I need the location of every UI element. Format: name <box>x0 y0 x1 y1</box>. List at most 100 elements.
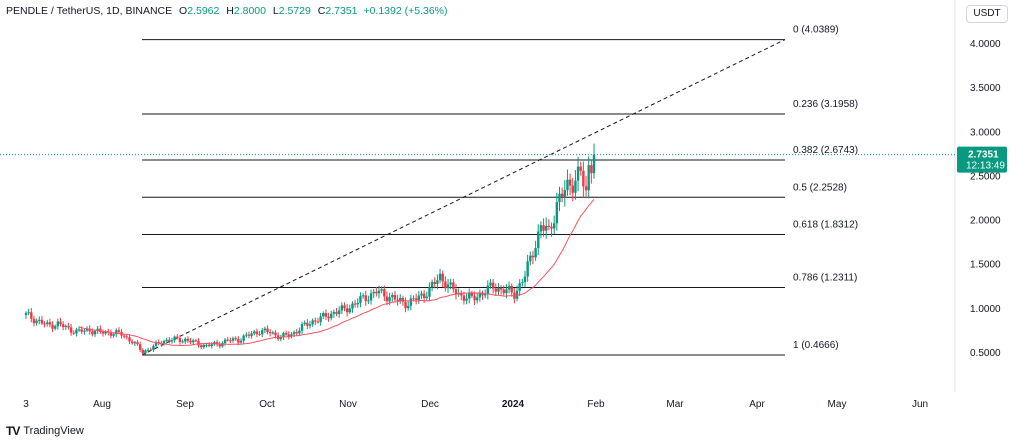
fib-level-label-0.236: 0.236 (3.1958) <box>793 99 858 110</box>
candle-body <box>83 330 86 332</box>
candle-body <box>412 298 415 300</box>
candle-body <box>521 282 524 284</box>
candle-body <box>48 322 52 325</box>
candle-body <box>364 295 367 302</box>
price-axis-tick: 4.0000 <box>970 39 1001 50</box>
time-axis-tick: May <box>828 399 847 410</box>
candle-body <box>136 342 139 345</box>
candle-body <box>162 341 166 345</box>
fib-level-label-0.382: 0.382 (2.6743) <box>793 145 858 156</box>
candle-body <box>576 166 580 181</box>
high-label: H <box>226 5 234 17</box>
last-price-value: 2.7351 <box>968 150 999 161</box>
candle-body <box>438 273 442 281</box>
price-axis-tick: 1.0000 <box>970 304 1001 315</box>
tradingview-logo-icon: TV <box>6 424 20 438</box>
candle-body <box>391 294 394 298</box>
candle-body <box>181 341 184 343</box>
candle-body <box>356 302 359 305</box>
candle-body <box>123 335 126 337</box>
candle-body <box>481 293 484 296</box>
candle-body <box>470 292 474 296</box>
candle-body <box>170 340 174 342</box>
candle-body <box>311 320 314 325</box>
tradingview-branding[interactable]: TV TradingView <box>6 424 84 438</box>
candle-body <box>351 303 354 309</box>
candle-body <box>308 324 312 326</box>
candle-body <box>502 289 505 294</box>
candle-body <box>168 339 171 342</box>
candle-body <box>499 287 503 290</box>
candle-body <box>319 316 322 322</box>
moving-average-layer <box>78 198 595 346</box>
candle-body <box>460 293 463 296</box>
candle-body <box>491 282 495 289</box>
candle-body <box>322 313 325 317</box>
candle-body <box>109 332 113 336</box>
fibonacci-retracement[interactable]: 0 (4.0389) 0.236 (3.1958) 0.382 (2.6743) 0.… <box>142 25 858 356</box>
candle-body <box>178 337 182 342</box>
candle-body <box>436 280 439 284</box>
candle-body <box>343 305 346 309</box>
candle-body <box>133 342 137 344</box>
candle-body <box>128 337 131 342</box>
price-axis-tick: 3.0000 <box>970 127 1001 138</box>
candle-body <box>534 248 537 258</box>
candle-body <box>75 329 78 334</box>
candle-body <box>568 179 572 186</box>
candle-body <box>526 261 529 277</box>
candle-body <box>446 284 450 289</box>
candle-body <box>258 334 261 336</box>
fib-trend-line[interactable] <box>141 39 786 356</box>
candle-body <box>414 298 418 300</box>
candle-body <box>46 322 49 324</box>
candle-body <box>473 295 476 301</box>
candle-body <box>287 334 290 337</box>
candle-body <box>465 298 468 301</box>
candle-body <box>115 330 118 335</box>
candle-body <box>462 295 466 301</box>
fib-level-label-0.618: 0.618 (1.8312) <box>793 219 858 230</box>
candle-body <box>27 312 30 314</box>
candle-body <box>255 331 259 335</box>
candle-body <box>141 349 144 354</box>
candle-body <box>539 225 543 232</box>
candle-body <box>592 154 596 174</box>
close-value: 2.7351 <box>325 5 358 17</box>
candle-body <box>144 350 147 354</box>
price-axis[interactable]: 4.0000 3.5000 3.0000 2.5000 2.0000 1.5000 1.00… <box>970 39 1001 359</box>
time-axis-tick: Dec <box>421 399 439 410</box>
candle-body <box>558 193 561 203</box>
candle-body <box>35 320 38 324</box>
candle-body <box>545 225 548 231</box>
candle-body <box>176 336 179 338</box>
fib-level-label-0: 0 (4.0389) <box>793 25 839 36</box>
candle-body <box>324 313 328 317</box>
candle-body <box>69 327 73 333</box>
fib-level-label-1: 1 (0.4666) <box>793 340 839 351</box>
candle-body <box>372 291 375 294</box>
candle-body <box>184 338 187 342</box>
candle-body <box>407 305 410 309</box>
candle-body <box>590 165 593 174</box>
candle-body <box>550 226 553 229</box>
price-axis-tick: 1.5000 <box>970 260 1001 271</box>
candle-body <box>560 193 564 197</box>
candle-body <box>367 300 370 302</box>
candle-body <box>237 339 240 343</box>
candle-body <box>547 225 551 227</box>
candle-body <box>298 330 301 334</box>
currency-button[interactable]: USDT <box>966 5 1008 23</box>
candle-body <box>101 332 105 334</box>
candle-body <box>77 329 81 331</box>
time-axis-tick: Nov <box>339 399 357 410</box>
candle-body <box>292 332 296 335</box>
candle-body <box>555 202 559 224</box>
candle-body <box>221 343 224 347</box>
candle-body <box>253 331 256 334</box>
candle-body <box>130 341 134 344</box>
candle-body <box>375 291 378 294</box>
candle-body <box>229 340 232 342</box>
time-axis[interactable]: 3 Aug Sep Oct Nov Dec 2024 Feb Mar Apr May Jun <box>23 399 928 410</box>
